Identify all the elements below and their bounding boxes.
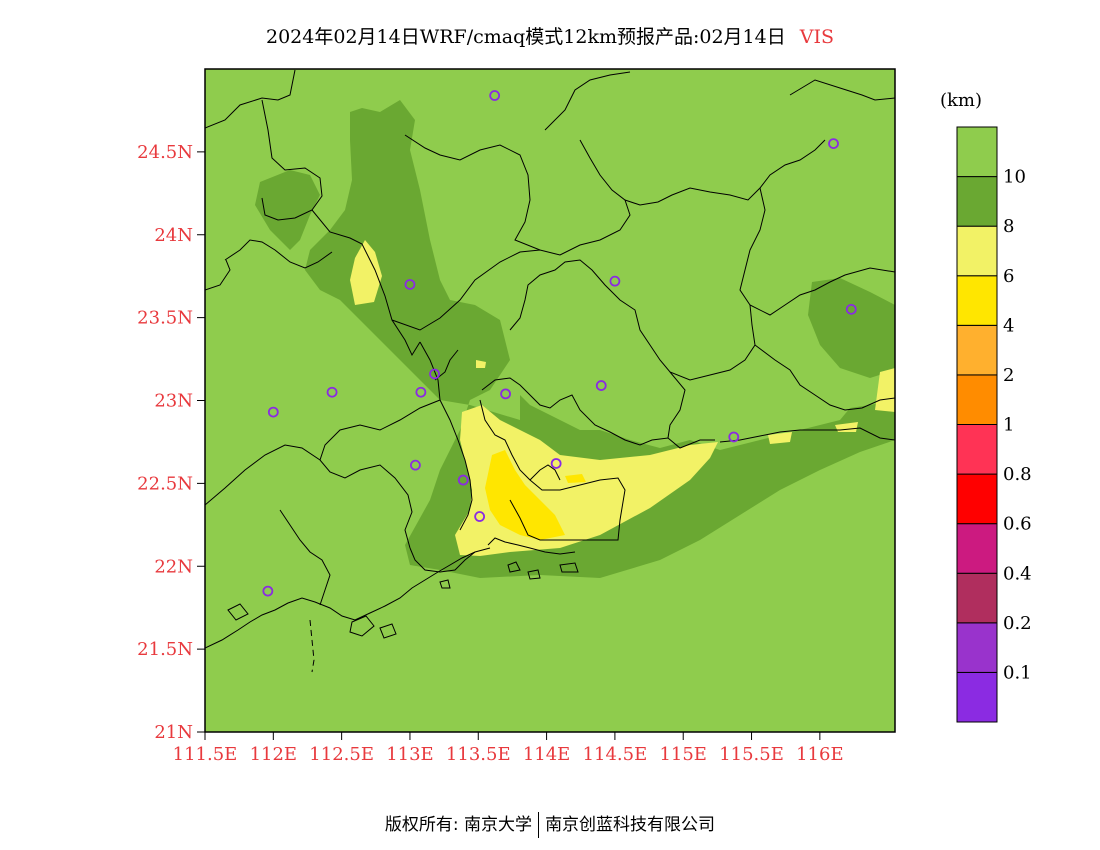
station-markers — [262, 90, 857, 597]
colorbar-swatch — [956, 324, 998, 376]
y-tick-label: 23N — [154, 391, 193, 412]
colorbar-swatch — [956, 671, 998, 723]
y-tick-label: 21N — [154, 722, 193, 743]
map-plot-area — [205, 69, 895, 732]
x-tick-label: 113E — [386, 744, 434, 765]
y-tick-label: 22N — [154, 556, 193, 577]
y-tick-label: 22.5N — [137, 473, 193, 494]
station-marker — [457, 474, 469, 486]
visibility-band-8-10 — [255, 100, 895, 578]
x-tick-label: 111.5E — [173, 744, 238, 765]
footer-left: 版权所有: 南京大学 — [384, 815, 533, 835]
boundary-lines — [205, 69, 895, 649]
footer-separator — [538, 812, 540, 838]
x-axis-ticks: 111.5E 112E 112.5E 113E 113.5E 114E 114.5E 115E… — [173, 732, 844, 765]
y-tick-label: 24N — [154, 225, 193, 246]
station-marker — [404, 279, 416, 290]
coastal-islands — [227, 561, 579, 673]
station-marker — [845, 303, 857, 315]
colorbar-label: 1 — [1003, 415, 1014, 436]
variable-name: VIS — [799, 26, 834, 48]
station-marker — [595, 380, 607, 391]
visibility-band-4-6 — [485, 450, 586, 540]
colorbar-label: 0.8 — [1003, 464, 1032, 485]
station-marker — [489, 90, 501, 101]
colorbar-label: 6 — [1003, 266, 1014, 287]
colorbar-label: 8 — [1003, 216, 1014, 237]
visibility-base-fill — [205, 69, 895, 732]
colorbar-label: 0.2 — [1003, 613, 1032, 634]
colorbar-swatch — [956, 225, 998, 277]
colorbar-label: 0.4 — [1003, 563, 1032, 584]
y-axis-ticks: 21N 21.5N 22N 22.5N 23N 23.5N 24N 24.5N — [137, 142, 205, 743]
station-marker — [550, 458, 562, 469]
y-tick-label: 24.5N — [137, 142, 193, 163]
y-tick-label: 23.5N — [137, 308, 193, 329]
colorbar-unit: (km) — [940, 90, 983, 111]
visibility-colorbar: 0.1 0.2 0.4 0.6 0.8 1 2 4 6 8 10 — [956, 126, 1032, 723]
x-tick-label: 115E — [659, 744, 707, 765]
x-tick-label: 112.5E — [309, 744, 374, 765]
colorbar-swatch — [956, 374, 998, 425]
station-marker — [410, 459, 421, 471]
map-title: 2024年02月14日WRF/cmaq模式12km预报产品:02月14日 VIS — [0, 22, 1100, 49]
station-marker — [267, 406, 279, 418]
station-marker — [474, 511, 486, 522]
x-tick-label: 116E — [796, 744, 844, 765]
x-tick-label: 114.5E — [583, 744, 648, 765]
colorbar-swatch — [956, 176, 998, 227]
colorbar-swatch — [956, 622, 998, 673]
colorbar-swatch — [956, 275, 998, 326]
colorbar-label: 0.6 — [1003, 514, 1032, 535]
colorbar-swatch — [956, 523, 998, 574]
colorbar-swatch — [956, 424, 998, 475]
colorbar-label: 10 — [1003, 167, 1026, 188]
station-marker — [415, 386, 427, 398]
colorbar-label: 2 — [1003, 365, 1014, 386]
x-tick-label: 114E — [523, 744, 571, 765]
colorbar-label: 0.1 — [1003, 662, 1032, 683]
station-marker — [429, 368, 440, 380]
colorbar-label: 4 — [1003, 315, 1014, 336]
station-marker — [262, 585, 274, 597]
colorbar-swatch — [956, 572, 998, 624]
y-tick-label: 21.5N — [137, 639, 193, 660]
station-marker — [500, 388, 511, 400]
station-marker — [609, 275, 621, 287]
station-marker — [828, 138, 839, 149]
x-tick-label: 113.5E — [446, 744, 511, 765]
copyright-footer: 版权所有: 南京大学 南京创蓝科技有限公司 — [0, 810, 1100, 838]
x-tick-label: 112E — [250, 744, 298, 765]
footer-right: 南京创蓝科技有限公司 — [545, 815, 716, 835]
station-marker — [728, 431, 740, 443]
colorbar-swatch — [956, 126, 998, 178]
colorbar-swatch — [956, 473, 998, 525]
station-marker — [326, 386, 338, 398]
x-tick-label: 115.5E — [719, 744, 784, 765]
title-text: 2024年02月14日WRF/cmaq模式12km预报产品:02月14日 — [266, 26, 786, 48]
